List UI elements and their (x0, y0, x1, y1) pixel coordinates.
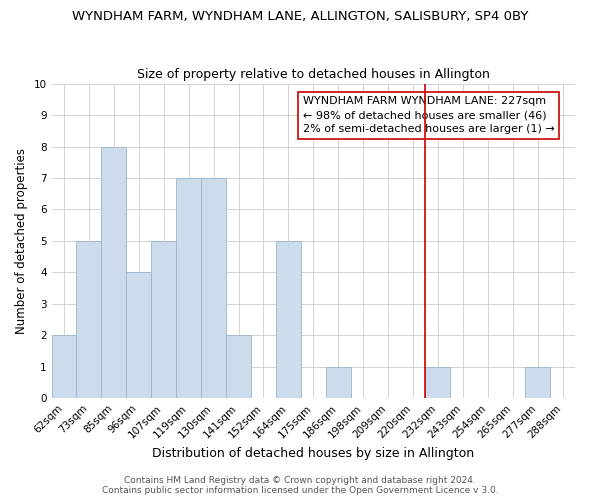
Bar (525, 367, 550, 398)
Text: WYNDHAM FARM WYNDHAM LANE: 227sqm
← 98% of detached houses are smaller (46)
2% o: WYNDHAM FARM WYNDHAM LANE: 227sqm ← 98% … (303, 96, 554, 134)
Bar (425, 367, 451, 398)
Y-axis label: Number of detached properties: Number of detached properties (15, 148, 28, 334)
Bar (76, 241, 101, 398)
Bar (276, 241, 301, 398)
Bar (127, 272, 151, 398)
Title: Size of property relative to detached houses in Allington: Size of property relative to detached ho… (137, 68, 490, 81)
Bar (151, 241, 176, 398)
Bar (326, 367, 350, 398)
X-axis label: Distribution of detached houses by size in Allington: Distribution of detached houses by size … (152, 447, 475, 460)
Bar (101, 146, 127, 398)
Bar (226, 336, 251, 398)
Text: Contains HM Land Registry data © Crown copyright and database right 2024.
Contai: Contains HM Land Registry data © Crown c… (101, 476, 499, 495)
Bar (201, 178, 226, 398)
Bar (176, 178, 201, 398)
Bar (52, 336, 76, 398)
Text: WYNDHAM FARM, WYNDHAM LANE, ALLINGTON, SALISBURY, SP4 0BY: WYNDHAM FARM, WYNDHAM LANE, ALLINGTON, S… (72, 10, 528, 23)
